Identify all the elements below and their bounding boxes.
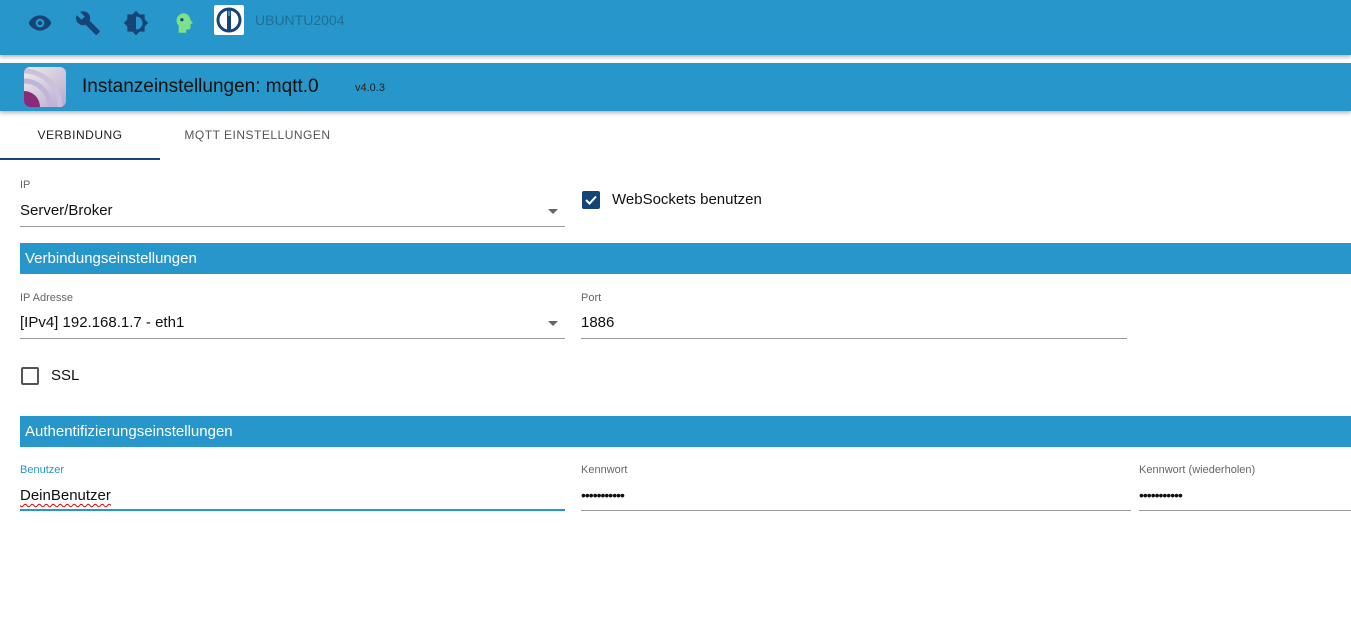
port-label: Port [581, 292, 602, 304]
port-input[interactable]: 1886 [581, 314, 615, 331]
ip-address-underline [20, 338, 565, 339]
version-label: v4.0.3 [355, 82, 385, 94]
ssl-checkbox[interactable] [21, 367, 39, 385]
password-repeat-input[interactable]: ••••••••••• [1139, 487, 1183, 503]
user-input[interactable]: DeinBenutzer [20, 487, 111, 504]
ip-label: IP [20, 179, 31, 191]
iobroker-logo[interactable] [214, 5, 244, 35]
port-underline [581, 338, 1127, 339]
user-label: Benutzer [20, 464, 65, 476]
password-underline [581, 510, 1131, 511]
top-bar: UBUNTU2004 [0, 0, 1351, 55]
ip-underline [20, 226, 565, 227]
page-title: Instanzeinstellungen: mqtt.0 [82, 76, 319, 97]
tab-verbindung[interactable]: VERBINDUNG [0, 118, 160, 160]
ssl-label: SSL [51, 367, 80, 384]
password-label: Kennwort [581, 464, 628, 476]
chevron-down-icon[interactable] [548, 321, 558, 326]
ip-address-label: IP Adresse [20, 292, 73, 304]
websockets-checkbox[interactable] [582, 191, 600, 209]
ip-select[interactable]: Server/Broker [20, 202, 113, 219]
password-repeat-underline [1139, 510, 1351, 511]
password-repeat-label: Kennwort (wiederholen) [1139, 464, 1256, 476]
tab-mqtt-einstellungen[interactable]: MQTT EINSTELLUNGEN [184, 128, 331, 142]
user-underline [20, 509, 565, 511]
wrench-icon[interactable] [75, 10, 101, 36]
host-name[interactable]: UBUNTU2004 [255, 12, 345, 28]
mqtt-adapter-logo [24, 67, 66, 107]
brightness-icon[interactable] [123, 10, 149, 36]
websockets-label: WebSockets benutzen [612, 191, 762, 208]
ip-address-select[interactable]: [IPv4] 192.168.1.7 - eth1 [20, 314, 185, 331]
password-input[interactable]: ••••••••••• [581, 487, 625, 503]
instance-header: Instanzeinstellungen: mqtt.0 v4.0.3 [0, 63, 1351, 111]
head-icon[interactable] [170, 10, 196, 36]
eye-icon[interactable] [27, 10, 53, 36]
section-connection: Verbindungseinstellungen [20, 243, 1351, 274]
chevron-down-icon[interactable] [548, 209, 558, 214]
section-auth: Authentifizierungseinstellungen [20, 416, 1351, 447]
